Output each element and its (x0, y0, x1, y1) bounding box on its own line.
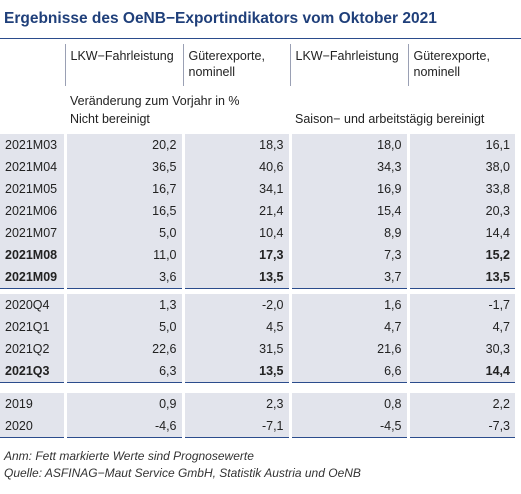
cell-value: 20,2 (63, 134, 183, 156)
row-label: 2021M03 (0, 134, 65, 156)
cell-value: 11,0 (63, 244, 183, 266)
cell-value: -1,7 (406, 294, 515, 316)
data-row: 2021M08 11,0 17,3 7,3 15,2 (0, 244, 515, 266)
row-label: 2021M06 (0, 200, 65, 222)
cell-value: 20,3 (406, 200, 515, 222)
data-row: 2021M04 36,5 40,6 34,3 38,0 (0, 156, 515, 178)
cell-value: 13,5 (181, 266, 290, 289)
row-label: 2021M08 (0, 244, 65, 266)
cell-value: 5,0 (63, 222, 183, 244)
header-row: LKW−Fahrleistung Güterexporte, nominell … (0, 44, 515, 86)
cell-value: 3,6 (63, 266, 183, 289)
cell-value: 10,4 (181, 222, 290, 244)
subheader-left: Veränderung zum Vorjahr in % Nicht berein… (65, 86, 290, 134)
cell-value: 2,3 (181, 393, 290, 415)
cell-value: 40,6 (181, 156, 290, 178)
row-label: 2021M04 (0, 156, 65, 178)
cell-value: 1,6 (288, 294, 408, 316)
cell-value: 30,3 (406, 338, 515, 360)
cell-value: -7,1 (181, 415, 290, 438)
cell-value: 15,4 (288, 200, 408, 222)
data-row: 2021Q2 22,6 31,5 21,6 30,3 (0, 338, 515, 360)
corner (0, 44, 65, 86)
cell-value: 2,2 (406, 393, 515, 415)
cell-value: 34,3 (288, 156, 408, 178)
cell-value: 4,7 (406, 316, 515, 338)
cell-value: 4,7 (288, 316, 408, 338)
cell-value: -4,6 (63, 415, 183, 438)
row-label: 2020Q4 (0, 294, 65, 316)
cell-value: 0,9 (63, 393, 183, 415)
cell-value: 6,3 (63, 360, 183, 383)
cell-value: 14,4 (406, 360, 515, 383)
cell-value: 16,1 (406, 134, 515, 156)
cell-value: 8,9 (288, 222, 408, 244)
subheader-line: Nicht bereinigt (70, 112, 150, 126)
column-header: Güterexporte, nominell (182, 44, 290, 86)
cell-value: 21,4 (181, 200, 290, 222)
cell-value: 18,0 (288, 134, 408, 156)
table-title: Ergebnisse des OeNB−Exportindikators vom… (4, 10, 437, 27)
data-row: 2021Q3 6,3 13,5 6,6 14,4 (0, 360, 515, 383)
row-label: 2021Q2 (0, 338, 65, 360)
data-row: 2021Q1 5,0 4,5 4,7 4,7 (0, 316, 515, 338)
cell-value: -2,0 (181, 294, 290, 316)
data-table: LKW−Fahrleistung Güterexporte, nominell … (0, 44, 515, 438)
row-label: 2021Q1 (0, 316, 65, 338)
cell-value: -7,3 (406, 415, 515, 438)
data-row: 2021M06 16,5 21,4 15,4 20,3 (0, 200, 515, 222)
cell-value: 16,9 (288, 178, 408, 200)
cell-value: 38,0 (406, 156, 515, 178)
cell-value: 16,7 (63, 178, 183, 200)
cell-value: 36,5 (63, 156, 183, 178)
cell-value: 6,6 (288, 360, 408, 383)
note: Quelle: ASFINAG−Maut Service GmbH, Stati… (4, 466, 361, 480)
column-header: Güterexporte, nominell (407, 44, 515, 86)
cell-value: 0,8 (288, 393, 408, 415)
subheader-line: Veränderung zum Vorjahr in % (70, 94, 240, 108)
cell-value: 4,5 (181, 316, 290, 338)
row-label: 2021Q3 (0, 360, 65, 383)
data-row: 2021M05 16,7 34,1 16,9 33,8 (0, 178, 515, 200)
cell-value: 21,6 (288, 338, 408, 360)
cell-value: -4,5 (288, 415, 408, 438)
cell-value: 13,5 (181, 360, 290, 383)
group-gap (0, 383, 515, 394)
cell-value: 33,8 (406, 178, 515, 200)
cell-value: 1,3 (63, 294, 183, 316)
cell-value: 34,1 (181, 178, 290, 200)
row-label: 2019 (0, 393, 65, 415)
cell-value: 22,6 (63, 338, 183, 360)
column-header: LKW−Fahrleistung (289, 44, 408, 86)
data-row: 2021M07 5,0 10,4 8,9 14,4 (0, 222, 515, 244)
column-header: LKW−Fahrleistung (64, 44, 183, 86)
data-row: 2019 0,9 2,3 0,8 2,2 (0, 393, 515, 415)
cell-value: 16,5 (63, 200, 183, 222)
row-label: 2021M05 (0, 178, 65, 200)
cell-value: 31,5 (181, 338, 290, 360)
cell-value: 3,7 (288, 266, 408, 289)
cell-value: 14,4 (406, 222, 515, 244)
subheader-row: Veränderung zum Vorjahr in % Nicht berein… (0, 86, 515, 134)
cell-value: 15,2 (406, 244, 515, 266)
row-label: 2021M07 (0, 222, 65, 244)
subheader-right: Saison− und arbeitstägig bereinigt (295, 112, 485, 126)
data-row: 2020 -4,6 -7,1 -4,5 -7,3 (0, 415, 515, 438)
row-label: 2020 (0, 415, 65, 438)
cell-value: 13,5 (406, 266, 515, 289)
cell-value: 7,3 (288, 244, 408, 266)
cell-value: 5,0 (63, 316, 183, 338)
data-row: 2021M09 3,6 13,5 3,7 13,5 (0, 266, 515, 289)
note: Anm: Fett markierte Werte sind Prognosew… (4, 449, 254, 463)
title-rule (0, 38, 521, 39)
row-label: 2021M09 (0, 266, 65, 289)
notes: Anm: Fett markierte Werte sind Prognosew… (4, 448, 361, 482)
data-row: 2021M03 20,2 18,3 18,0 16,1 (0, 134, 515, 156)
cell-value: 17,3 (181, 244, 290, 266)
cell-value: 18,3 (181, 134, 290, 156)
data-row: 2020Q4 1,3 -2,0 1,6 -1,7 (0, 294, 515, 316)
